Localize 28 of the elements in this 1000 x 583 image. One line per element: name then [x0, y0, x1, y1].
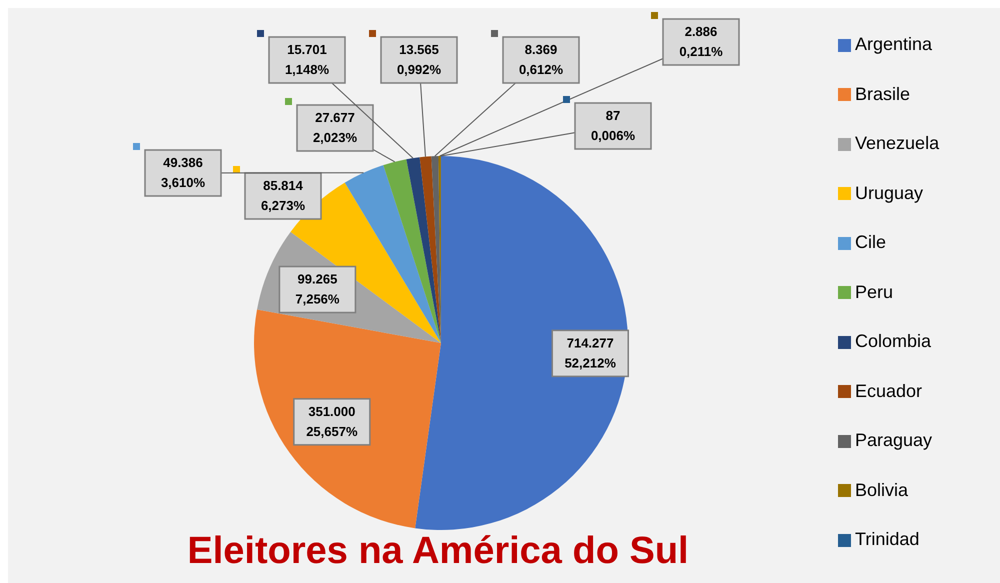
- legend-label: Peru: [855, 282, 894, 302]
- legend-label: Argentina: [855, 34, 932, 54]
- data-label: 714.277 52,212%: [564, 335, 616, 370]
- legend-label: Brasile: [855, 84, 910, 104]
- legend-label: Trinidad: [855, 529, 920, 549]
- pie-slice: [383, 159, 441, 343]
- data-label: 13.565 0,992%: [396, 42, 442, 77]
- data-label: 99.265 7,256%: [295, 272, 340, 307]
- legend-label: Colombia: [855, 331, 932, 351]
- pie-slice: [420, 156, 441, 343]
- pie-slice: [415, 156, 628, 530]
- data-label: 2.886 0,211%: [679, 24, 724, 59]
- data-label: 27.677 2,023%: [312, 110, 358, 145]
- legend-label: Uruguay: [855, 182, 924, 202]
- data-label: 49.386 3,610%: [160, 155, 206, 190]
- data-label: 351.000 25,657%: [306, 404, 358, 439]
- legend-label: Venezuela: [855, 133, 940, 153]
- data-label: 15.701 1,148%: [284, 42, 330, 77]
- data-label: 87 0,006%: [590, 108, 636, 143]
- legend-label: Cile: [855, 232, 886, 252]
- pie-slice: [406, 157, 441, 343]
- text: Eleitores na América do Sul: [187, 530, 689, 572]
- data-label: 8.369 0,612%: [518, 42, 564, 77]
- pie-slice: [344, 165, 441, 343]
- data-label: 85.814 6,273%: [260, 178, 306, 213]
- legend-label: Ecuador: [855, 380, 922, 400]
- legend-label: Bolivia: [855, 480, 908, 500]
- legend-label: Paraguay: [855, 430, 932, 450]
